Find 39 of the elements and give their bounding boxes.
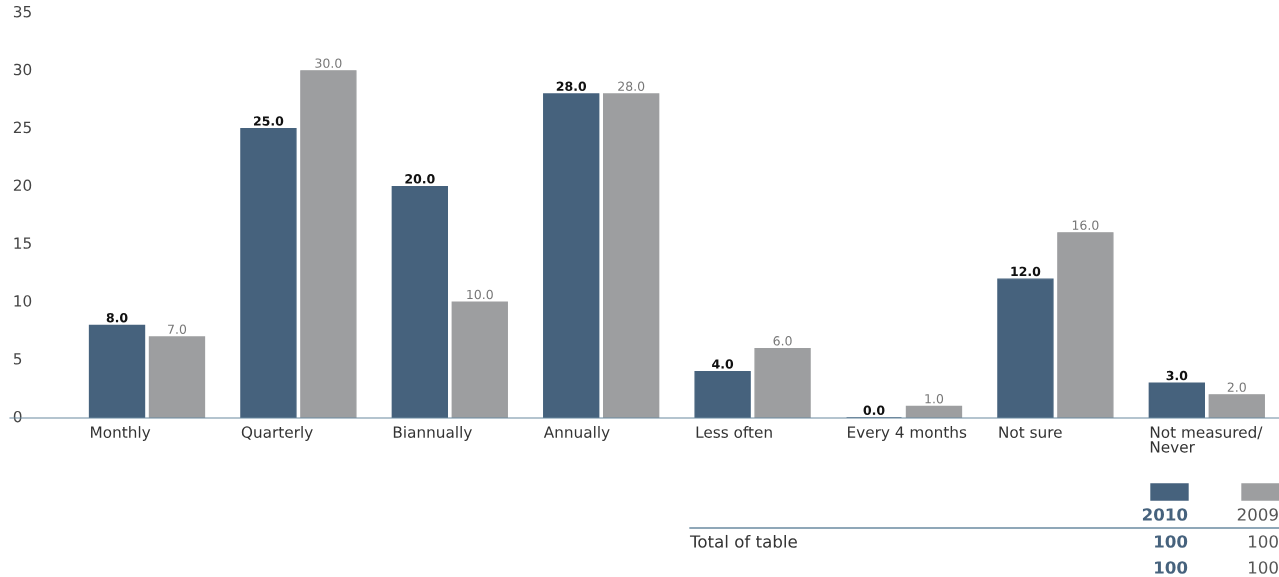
- x-tick-label: Monthly: [91, 426, 151, 441]
- data-label: 10.0: [467, 289, 493, 300]
- data-label: 7.0: [168, 324, 187, 334]
- data-label: 0.0: [863, 405, 885, 415]
- data-label: 20.0: [405, 174, 435, 184]
- text: 100: [1249, 535, 1278, 548]
- data-label: 28.0: [618, 81, 645, 91]
- data-label: 6.0: [773, 336, 792, 346]
- data-label: 8.0: [106, 312, 128, 323]
- legend-label: 2009: [1237, 508, 1278, 521]
- x-tick-label: Biannually: [393, 426, 472, 441]
- x-tick-label: Quarterly: [241, 426, 313, 441]
- x-tick-label: Not measured/ Never: [1150, 426, 1263, 453]
- y-tick-label: 30: [13, 63, 32, 76]
- data-label: 30.0: [315, 58, 342, 68]
- y-tick-label: 10: [14, 295, 32, 307]
- x-tick-label: Annually: [543, 426, 610, 441]
- x-tick-label: Every 4 months: [848, 426, 967, 441]
- y-tick-label: 20: [13, 179, 32, 191]
- y-tick-label: 15: [14, 237, 31, 249]
- text: 100: [1155, 561, 1188, 574]
- data-label: 28.0: [556, 81, 587, 91]
- y-tick-label: 35: [13, 5, 31, 18]
- data-label: 1.0: [925, 393, 944, 404]
- y-tick-label: 0: [13, 410, 22, 423]
- data-label: 16.0: [1072, 220, 1099, 230]
- legend-label: 2010: [1142, 508, 1188, 521]
- x-tick-label: Not sure: [999, 426, 1062, 438]
- text: 100: [1155, 535, 1188, 548]
- y-tick-label: 25: [13, 121, 31, 134]
- text: Total of table: [689, 534, 797, 548]
- data-label: 4.0: [712, 359, 734, 369]
- y-tick-label: 5: [13, 353, 22, 365]
- text: 100: [1249, 561, 1278, 574]
- data-label: 2.0: [1227, 382, 1246, 392]
- data-label: 25.0: [253, 116, 284, 126]
- data-label: 12.0: [1011, 266, 1041, 277]
- x-tick-label: Less often: [696, 426, 772, 438]
- data-label: 3.0: [1166, 370, 1188, 381]
